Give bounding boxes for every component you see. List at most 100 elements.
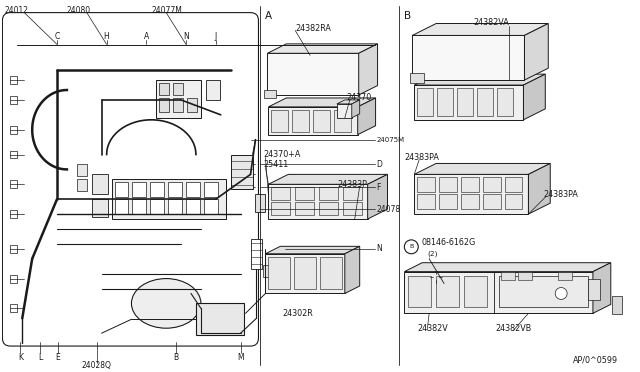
Bar xyxy=(77,164,87,176)
Polygon shape xyxy=(358,98,376,135)
Text: H: H xyxy=(104,32,109,41)
Text: A: A xyxy=(266,10,273,20)
Bar xyxy=(173,83,183,95)
Bar xyxy=(268,257,290,289)
Polygon shape xyxy=(414,85,524,120)
Polygon shape xyxy=(345,246,360,294)
Polygon shape xyxy=(524,74,545,120)
Bar xyxy=(417,88,433,116)
Bar xyxy=(461,177,479,192)
Bar xyxy=(483,177,500,192)
Bar xyxy=(10,76,17,84)
Text: 24028Q: 24028Q xyxy=(82,362,111,371)
Text: 24012: 24012 xyxy=(4,6,28,15)
Bar xyxy=(230,154,253,189)
Bar xyxy=(504,177,522,192)
Bar xyxy=(250,239,262,269)
Bar xyxy=(295,202,314,215)
Bar xyxy=(159,83,169,95)
Bar xyxy=(77,179,87,191)
Text: 24382RA: 24382RA xyxy=(295,24,331,33)
Polygon shape xyxy=(414,174,529,214)
Polygon shape xyxy=(358,44,378,95)
Polygon shape xyxy=(404,272,593,313)
Bar xyxy=(271,202,290,215)
Text: A: A xyxy=(144,32,149,41)
Bar xyxy=(10,151,17,158)
Polygon shape xyxy=(352,100,360,118)
Polygon shape xyxy=(529,163,550,214)
Text: N: N xyxy=(376,244,382,253)
Text: 24302R: 24302R xyxy=(282,309,313,318)
Text: (2): (2) xyxy=(427,250,438,257)
Polygon shape xyxy=(268,107,358,135)
Text: 24370: 24370 xyxy=(347,93,372,102)
Circle shape xyxy=(431,272,441,282)
Text: 24383P: 24383P xyxy=(338,180,368,189)
Bar xyxy=(186,182,200,197)
Text: 24382V: 24382V xyxy=(417,324,448,333)
Polygon shape xyxy=(412,35,524,80)
Bar xyxy=(10,96,17,104)
Bar xyxy=(461,194,479,209)
Text: E: E xyxy=(56,353,60,362)
Bar xyxy=(204,199,218,214)
Polygon shape xyxy=(593,263,611,313)
Bar xyxy=(204,182,218,197)
Bar xyxy=(115,182,129,197)
Bar xyxy=(319,187,338,200)
Polygon shape xyxy=(524,23,548,80)
Bar xyxy=(92,199,108,217)
Polygon shape xyxy=(268,184,367,219)
Bar xyxy=(410,73,424,83)
Text: N: N xyxy=(183,32,189,41)
Bar xyxy=(264,90,276,98)
Text: 24370+A: 24370+A xyxy=(264,150,301,159)
Bar xyxy=(168,182,182,197)
Text: 24078: 24078 xyxy=(376,205,401,214)
Polygon shape xyxy=(268,53,358,95)
Text: M: M xyxy=(237,353,244,362)
Bar xyxy=(264,265,271,277)
Bar xyxy=(206,80,220,100)
Text: D: D xyxy=(376,160,383,169)
Bar xyxy=(132,199,147,214)
Polygon shape xyxy=(268,174,387,184)
Text: 24383PA: 24383PA xyxy=(543,190,578,199)
Bar xyxy=(159,98,169,112)
Bar xyxy=(271,187,290,200)
Bar xyxy=(439,194,457,209)
Bar xyxy=(313,110,330,132)
Bar xyxy=(10,210,17,218)
Text: K: K xyxy=(18,353,23,362)
Bar xyxy=(10,304,17,312)
Polygon shape xyxy=(414,74,545,85)
Bar xyxy=(271,110,288,132)
Bar xyxy=(150,199,164,214)
Bar xyxy=(156,80,201,118)
Bar xyxy=(439,177,457,192)
Bar xyxy=(115,199,129,214)
Bar xyxy=(10,275,17,283)
Bar xyxy=(319,202,338,215)
Text: 24383PA: 24383PA xyxy=(404,153,439,162)
Bar xyxy=(437,88,453,116)
Bar xyxy=(187,98,197,112)
Circle shape xyxy=(556,288,567,299)
Bar xyxy=(408,276,431,307)
Bar xyxy=(173,98,183,112)
Bar xyxy=(132,182,147,197)
Bar xyxy=(504,194,522,209)
Text: F: F xyxy=(376,183,381,192)
Bar xyxy=(196,304,244,335)
Polygon shape xyxy=(266,246,360,254)
Text: B: B xyxy=(409,244,413,249)
Bar xyxy=(436,276,459,307)
Text: B: B xyxy=(173,353,179,362)
Bar xyxy=(497,88,513,116)
Text: C: C xyxy=(54,32,60,41)
Bar xyxy=(292,110,309,132)
Polygon shape xyxy=(268,98,376,107)
Text: 24075M: 24075M xyxy=(376,137,404,142)
Text: 24077M: 24077M xyxy=(151,6,182,15)
